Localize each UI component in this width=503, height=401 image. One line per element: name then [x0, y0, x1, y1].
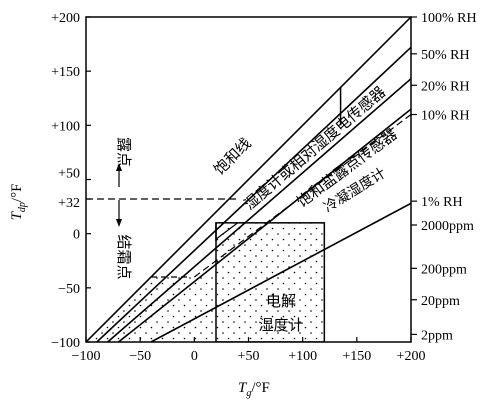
series-rh20 [107, 78, 411, 342]
y-tick-label: +50 [58, 167, 80, 182]
right-label-ppm2: 2ppm [421, 328, 453, 343]
frost-point-label: 结霜点 [115, 234, 133, 279]
x-tick-label: +150 [342, 349, 371, 364]
series-rh50 [96, 46, 411, 342]
x-tick-label: +200 [397, 349, 426, 364]
x-axis-title: Tg/°F [238, 380, 270, 399]
right-label-ppm20: 20ppm [421, 294, 460, 309]
saturation-line-label: 饱和线 [210, 134, 255, 179]
dew-arrow-head [116, 163, 122, 171]
x-tick-label: −100 [72, 349, 101, 364]
dew-point-label: 露点 [115, 137, 133, 167]
y-tick-label: +200 [51, 11, 80, 26]
electrolytic-label-2: 湿度计 [258, 316, 303, 334]
y-tick-label: −100 [51, 336, 80, 351]
right-label-rh10: 10% RH [421, 109, 470, 124]
x-tick-label: 0 [191, 349, 198, 364]
right-label-rh20: 20% RH [421, 79, 470, 94]
right-label-rh50: 50% RH [421, 48, 470, 63]
series-rh100 [86, 17, 411, 342]
x-tick-label: −50 [129, 349, 151, 364]
x-tick-label: +50 [238, 349, 260, 364]
y-tick-label: +100 [51, 119, 80, 134]
y-tick-label: +32 [58, 196, 80, 211]
dashed-diag-dashed [193, 114, 411, 278]
y-axis-title: Tdp/°F [9, 184, 28, 221]
frost-arrow-head [116, 219, 122, 227]
right-label-rh1: 1% RH [421, 195, 463, 210]
y-tick-label: +150 [51, 65, 80, 80]
box-inner-line [215, 222, 239, 240]
right-label-ppm2000: 2000ppm [421, 219, 474, 234]
y-tick-label: −50 [58, 282, 80, 297]
electrolytic-label: 电解 [266, 292, 296, 310]
series-rh10 [118, 108, 411, 342]
y-tick-label: 0 [73, 228, 80, 243]
right-label-rh100: 100% RH [421, 11, 477, 26]
right-label-ppm200: 200ppm [421, 262, 467, 277]
series-rh1 [150, 202, 411, 342]
x-tick-label: +100 [288, 349, 317, 364]
dotted-region [86, 222, 325, 342]
